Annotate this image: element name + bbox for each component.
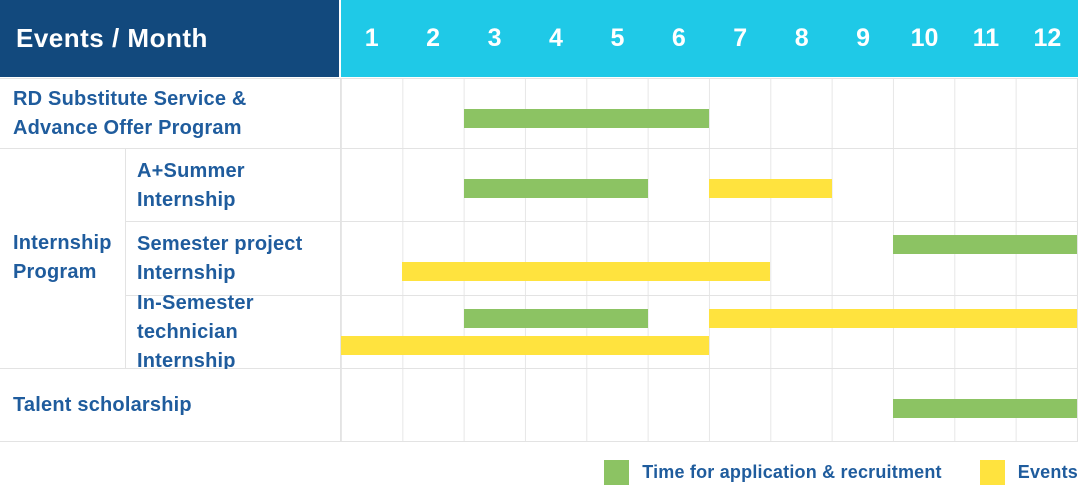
row-timeline: [341, 222, 1078, 296]
row-label-line: A+Summer: [137, 159, 245, 182]
row-label: A+Summer Internship: [0, 149, 341, 222]
application-recruitment-bar: [463, 109, 709, 128]
row-label-line: Talent scholarship: [13, 393, 192, 416]
row-label: Semester project Internship: [0, 222, 341, 296]
row-timeline: [341, 296, 1078, 369]
legend-item-application: Time for application & recruitment: [604, 460, 942, 485]
events-bar: [402, 262, 771, 281]
row-label-line: technician Internship: [137, 320, 238, 372]
application-color-swatch: [604, 460, 630, 485]
events-bar: [341, 336, 709, 355]
month-label: 3: [487, 24, 502, 52]
legend: Time for application & recruitment Event…: [0, 460, 1078, 485]
row-label: In-Semester technician Internship: [0, 292, 341, 372]
legend-label: Events: [1017, 462, 1078, 482]
row-rd-substitute-service: RD Substitute Service & Advance Offer Pr…: [0, 79, 1078, 149]
group-label-internship-program: Internship Program: [0, 148, 126, 368]
month-label: 1: [364, 24, 379, 52]
row-a-plus-summer-internship: A+Summer Internship: [0, 149, 1078, 222]
row-talent-scholarship: Talent scholarship: [0, 369, 1078, 442]
row-label-line: Internship: [137, 188, 236, 211]
month-label: 6: [671, 24, 686, 52]
row-label-line: Advance Offer Program: [13, 116, 242, 139]
group-label-line: Internship: [13, 232, 112, 254]
month-label: 11: [972, 24, 1000, 52]
row-label: Talent scholarship: [0, 369, 341, 442]
events-bar: [709, 309, 1077, 328]
row-timeline: [341, 79, 1078, 149]
legend-item-events: Events: [979, 460, 1078, 485]
group-label-line: Program: [13, 261, 97, 283]
row-label-line: RD Substitute Service &: [13, 87, 247, 110]
gantt-table-body: RD Substitute Service & Advance Offer Pr…: [0, 78, 1078, 442]
month-label: 5: [610, 24, 625, 52]
events-bar: [709, 179, 832, 198]
row-label-line: Internship: [137, 262, 236, 284]
month-header-row: 1 2 3 4 5 6 7 8 9 10 11 12: [341, 0, 1078, 77]
events-month-header: Events / Month: [0, 0, 341, 77]
month-label: 10: [910, 24, 939, 52]
row-timeline: [341, 149, 1078, 222]
application-recruitment-bar: [893, 399, 1077, 418]
application-recruitment-bar: [893, 235, 1077, 254]
row-label-line: In-Semester: [137, 291, 254, 314]
legend-label: Time for application & recruitment: [642, 462, 942, 482]
row-semester-project-internship: Semester project Internship: [0, 222, 1078, 296]
row-in-semester-technician-internship: In-Semester technician Internship: [0, 292, 1078, 372]
month-label: 4: [549, 24, 563, 52]
events-color-swatch: [979, 460, 1005, 485]
month-label: 2: [426, 24, 441, 52]
month-label: 12: [1033, 24, 1062, 52]
row-timeline: [341, 369, 1078, 442]
application-recruitment-bar: [463, 309, 648, 328]
application-recruitment-bar: [463, 179, 648, 198]
row-label-line: Semester project: [137, 233, 303, 255]
row-label: RD Substitute Service & Advance Offer Pr…: [0, 79, 341, 149]
month-label: 9: [856, 24, 871, 52]
month-label: 7: [733, 24, 748, 52]
table-header: Events / Month 1 2 3 4 5 6 7 8 9 10 11 12: [0, 0, 1078, 78]
month-label: 8: [794, 24, 809, 52]
